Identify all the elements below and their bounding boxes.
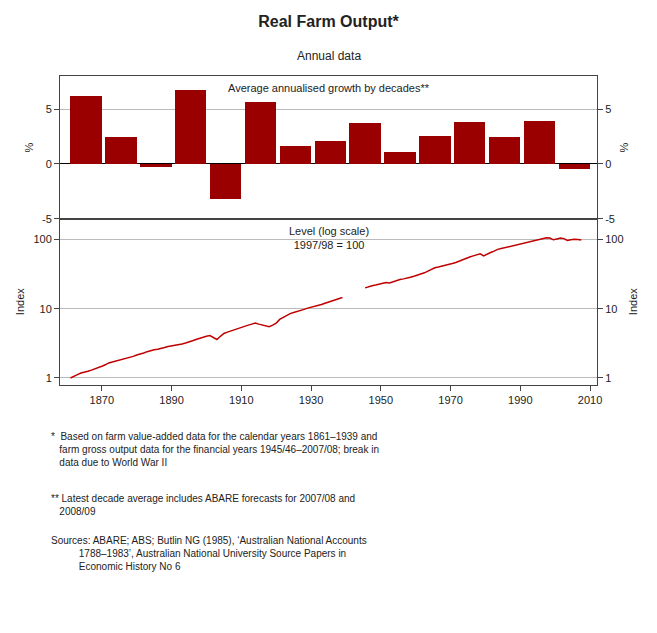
svg-text:1990: 1990: [508, 394, 532, 406]
svg-text:5: 5: [605, 103, 611, 115]
svg-text:Index: Index: [627, 288, 639, 315]
svg-text:1: 1: [605, 372, 611, 384]
svg-text:1930: 1930: [299, 394, 323, 406]
svg-text:-5: -5: [605, 213, 615, 225]
svg-text:-5: -5: [42, 213, 52, 225]
svg-text:Sources: ABARE; ABS; Butlin NG: Sources: ABARE; ABS; Butlin NG (1985), ‘…: [51, 535, 367, 572]
svg-text:1970: 1970: [438, 394, 462, 406]
svg-text:%: %: [618, 142, 630, 152]
svg-text:10: 10: [605, 303, 617, 315]
svg-text:1950: 1950: [369, 394, 393, 406]
svg-text:0: 0: [46, 158, 52, 170]
svg-text:100: 100: [605, 233, 623, 245]
svg-text:0: 0: [605, 158, 611, 170]
svg-text:10: 10: [40, 303, 52, 315]
svg-text:100: 100: [33, 233, 51, 245]
svg-text:Index: Index: [14, 288, 26, 315]
svg-text:2010: 2010: [578, 394, 602, 406]
svg-text:5: 5: [46, 103, 52, 115]
svg-text:1870: 1870: [90, 394, 114, 406]
svg-text:Level (log scale)1997/98 = 100: Level (log scale)1997/98 = 100: [289, 225, 369, 251]
svg-text:1890: 1890: [159, 394, 183, 406]
svg-text:Average annualised growth by d: Average annualised growth by decades**: [228, 82, 430, 94]
svg-text:* Based on farm value-added d: * Based on farm value-added data for the…: [51, 431, 379, 468]
svg-text:1: 1: [46, 372, 52, 384]
svg-text:1910: 1910: [229, 394, 253, 406]
svg-text:Annual data: Annual data: [297, 49, 361, 63]
svg-text:%: %: [23, 142, 35, 152]
svg-text:Real Farm Output*: Real Farm Output*: [258, 13, 399, 30]
svg-text:** Latest decade average inclu: ** Latest decade average includes ABARE …: [51, 493, 355, 517]
